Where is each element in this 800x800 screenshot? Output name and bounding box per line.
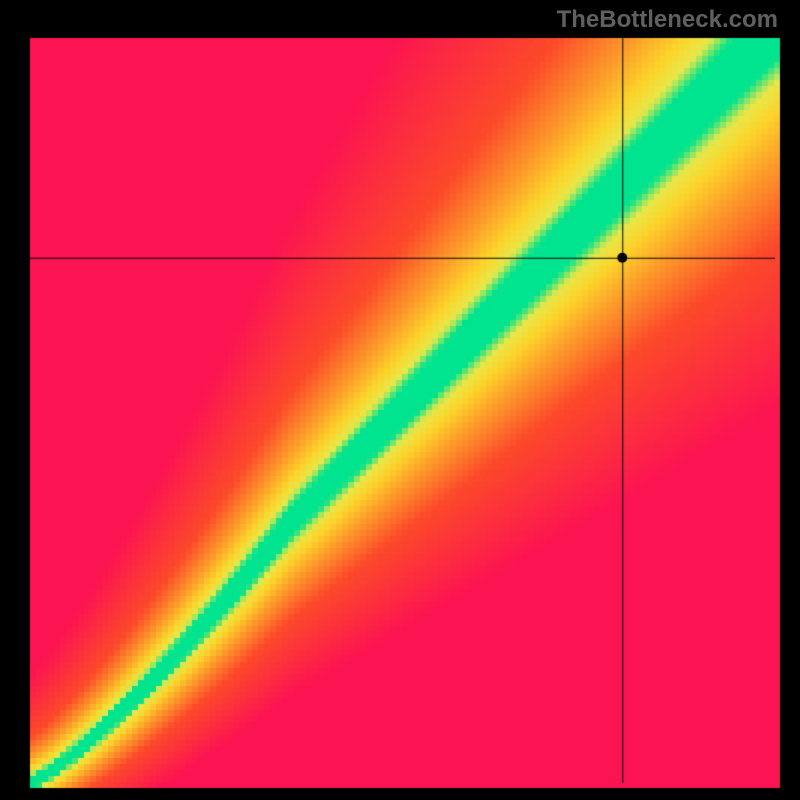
- chart-container: { "watermark": { "text": "TheBottleneck.…: [0, 0, 800, 800]
- watermark-text: TheBottleneck.com: [557, 6, 778, 34]
- crosshair-overlay: [0, 0, 800, 800]
